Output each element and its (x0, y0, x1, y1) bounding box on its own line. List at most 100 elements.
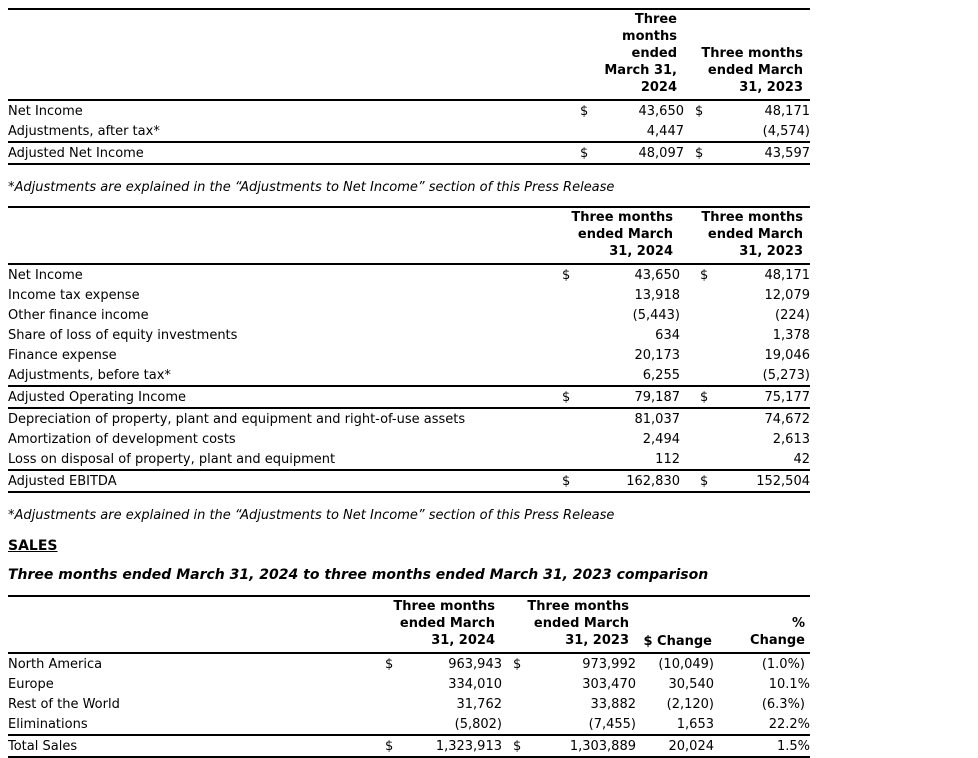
row-label: Total Sales (8, 734, 378, 758)
row-label: Net Income (8, 267, 83, 283)
currency-cell (502, 714, 532, 735)
row-label: Adjusted Net Income (8, 141, 580, 165)
currency-cell: $ (580, 103, 589, 119)
currency-cell: $ (378, 734, 398, 758)
table-header-row: Three months ended March 31, 2024 Three … (8, 207, 810, 265)
currency-cell (684, 121, 703, 142)
amount-cell: 33,882 (590, 696, 637, 712)
sales-by-region-table: Three months ended March 31, 2024 Three … (8, 595, 810, 758)
amount-cell: 1,323,913 (398, 734, 502, 758)
column-header-period-2024: Three months ended March 31, 2024 (378, 596, 502, 654)
amount-cell: 6,255 (642, 367, 680, 383)
amount-cell: 43,650 (634, 267, 681, 283)
amount-cell: 43,597 (703, 141, 810, 165)
column-header-period-2024: Three months ended March 31, 2024 (562, 207, 680, 265)
table-row: Finance expense 20,173 19,046 (8, 345, 810, 365)
row-label: Other finance income (8, 307, 149, 323)
column-header-text: Three months ended March 31, 2023 (701, 210, 803, 259)
column-header-dollar-change: $ Change (636, 596, 714, 654)
amount-cell: (5,273) (762, 367, 810, 383)
percent-change-cell: 22.2% (768, 716, 810, 732)
empty-header-cell (8, 596, 378, 654)
currency-cell (562, 429, 582, 449)
currency-cell: $ (385, 656, 394, 672)
currency-cell: $ (562, 267, 571, 283)
table-row: Adjustments, after tax* 4,447 (4,574) (8, 121, 810, 142)
currency-cell (680, 345, 710, 365)
amount-cell: (5,802) (454, 716, 502, 732)
amount-cell: 42 (793, 451, 810, 467)
empty-header-cell (8, 207, 562, 265)
amount-cell: 973,992 (582, 656, 636, 672)
currency-cell (562, 325, 582, 345)
row-label: Loss on disposal of property, plant and … (8, 451, 336, 467)
currency-cell (562, 408, 582, 429)
column-header-text: Three months ended March 31, 2024 (571, 210, 673, 259)
currency-cell (378, 714, 398, 735)
table-row: Europe 334,010 303,470 30,540 10.1% (8, 674, 810, 694)
amount-cell: (7,455) (588, 716, 636, 732)
currency-cell: $ (502, 734, 532, 758)
amount-cell: 1,378 (772, 327, 810, 343)
table-header-row: Three months ended March 31, 2024 Three … (8, 9, 810, 101)
amount-cell: 152,504 (710, 469, 810, 493)
row-label: Adjusted Operating Income (8, 385, 562, 409)
column-header-period-2024: Three months ended March 31, 2024 (580, 9, 684, 101)
row-label: Income tax expense (8, 287, 140, 303)
currency-cell (680, 365, 710, 386)
amount-cell: 2,494 (642, 431, 680, 447)
row-label: Adjustments, after tax* (8, 123, 160, 139)
table-row: Other finance income (5,443) (224) (8, 305, 810, 325)
table-header-row: Three months ended March 31, 2024 Three … (8, 596, 810, 654)
amount-cell: 4,447 (646, 123, 684, 139)
amount-cell: 43,650 (638, 103, 685, 119)
currency-cell (680, 449, 710, 470)
currency-cell (580, 121, 600, 142)
table-row-total: Total Sales $ 1,323,913 $ 1,303,889 20,0… (8, 734, 810, 758)
amount-cell: (224) (775, 307, 810, 323)
currency-cell (562, 365, 582, 386)
currency-cell: $ (684, 141, 703, 165)
table-row-total: Adjusted EBITDA $ 162,830 $ 152,504 (8, 469, 810, 493)
currency-cell (562, 285, 582, 305)
amount-cell: 48,097 (600, 141, 684, 165)
table-row: Loss on disposal of property, plant and … (8, 449, 810, 470)
amount-cell: 963,943 (448, 656, 502, 672)
currency-cell: $ (680, 469, 710, 493)
currency-cell (562, 449, 582, 470)
row-label: North America (8, 656, 103, 672)
currency-cell (562, 345, 582, 365)
table-row: Amortization of development costs 2,494 … (8, 429, 810, 449)
dollar-change-cell: (10,049) (658, 656, 714, 672)
table-row-total: Adjusted Operating Income $ 79,187 $ 75,… (8, 385, 810, 409)
column-header-period-2023: Three months ended March 31, 2023 (684, 9, 810, 101)
amount-cell: 13,918 (634, 287, 681, 303)
dollar-change-cell: 1,653 (676, 716, 714, 732)
empty-header-cell (8, 9, 580, 101)
column-header-text: Three months ended March 31, 2024 (604, 12, 677, 95)
currency-cell (680, 285, 710, 305)
sales-section-heading: SALES (8, 538, 58, 554)
table-row: Share of loss of equity investments 634 … (8, 325, 810, 345)
row-label: Finance expense (8, 347, 117, 363)
dollar-change-cell: 20,024 (636, 734, 714, 758)
table-row-total: Adjusted Net Income $ 48,097 $ 43,597 (8, 141, 810, 165)
column-header-period-2023: Three months ended March 31, 2023 (502, 596, 636, 654)
percent-change-cell: (6.3%) (761, 696, 805, 712)
row-label: Depreciation of property, plant and equi… (8, 411, 466, 427)
row-label: Rest of the World (8, 696, 120, 712)
currency-cell: $ (700, 267, 709, 283)
amount-cell: 31,762 (456, 696, 503, 712)
currency-cell: $ (680, 385, 710, 409)
currency-cell (680, 325, 710, 345)
row-label: Adjusted EBITDA (8, 469, 562, 493)
adjustments-footnote: *Adjustments are explained in the “Adjus… (8, 508, 615, 523)
row-label: Net Income (8, 103, 83, 119)
amount-cell: 74,672 (764, 411, 811, 427)
currency-cell (378, 694, 398, 714)
amount-cell: 75,177 (710, 385, 810, 409)
row-label: Amortization of development costs (8, 431, 236, 447)
percent-change-cell: 10.1% (768, 676, 810, 692)
percent-change-cell: (1.0%) (761, 656, 805, 672)
adjusted-net-income-table: Three months ended March 31, 2024 Three … (8, 8, 810, 165)
